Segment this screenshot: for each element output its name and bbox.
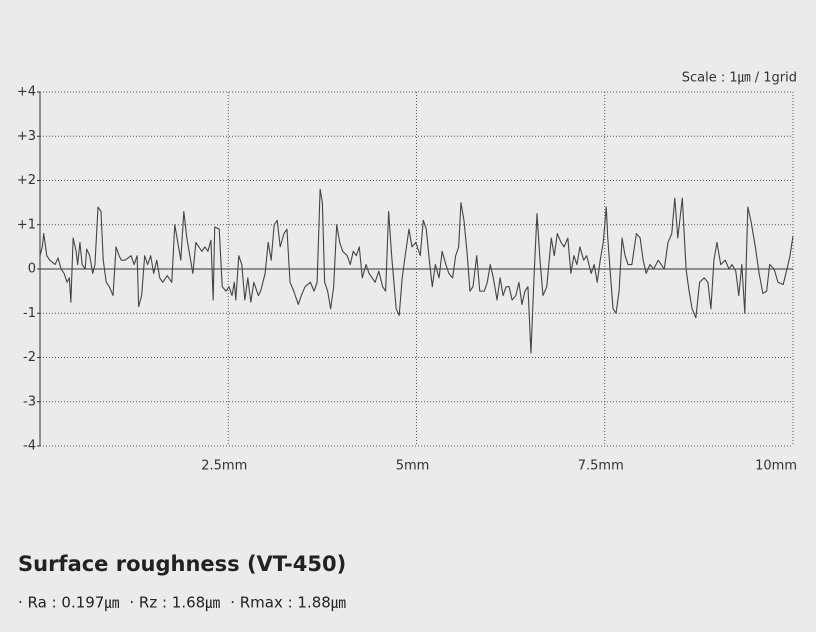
x-tick-label: 7.5mm xyxy=(578,459,624,474)
stat: · Rmax : 1.88㎛ xyxy=(230,594,346,612)
y-tick-label: 0 xyxy=(28,262,36,277)
stat: · Ra : 0.197㎛ xyxy=(18,594,119,612)
y-tick-label: +1 xyxy=(17,217,36,232)
x-tick-label: 2.5mm xyxy=(201,459,247,474)
y-tick-label: -2 xyxy=(23,350,36,365)
x-tick-label: 10mm xyxy=(755,459,797,474)
y-tick-label: +2 xyxy=(17,173,36,188)
stat: · Rz : 1.68㎛ xyxy=(129,594,220,612)
chart-title: Surface roughness (VT-450) xyxy=(18,552,346,576)
y-tick-label: -4 xyxy=(23,439,36,454)
x-tick-label: 5mm xyxy=(396,459,430,474)
y-tick-label: +4 xyxy=(17,85,36,100)
scale-annotation: Scale : 1㎛ / 1grid xyxy=(682,71,797,86)
y-tick-label: -3 xyxy=(23,394,36,409)
profile-line xyxy=(39,188,794,354)
y-tick-label: -1 xyxy=(23,306,36,321)
y-tick-label: +3 xyxy=(17,129,36,144)
